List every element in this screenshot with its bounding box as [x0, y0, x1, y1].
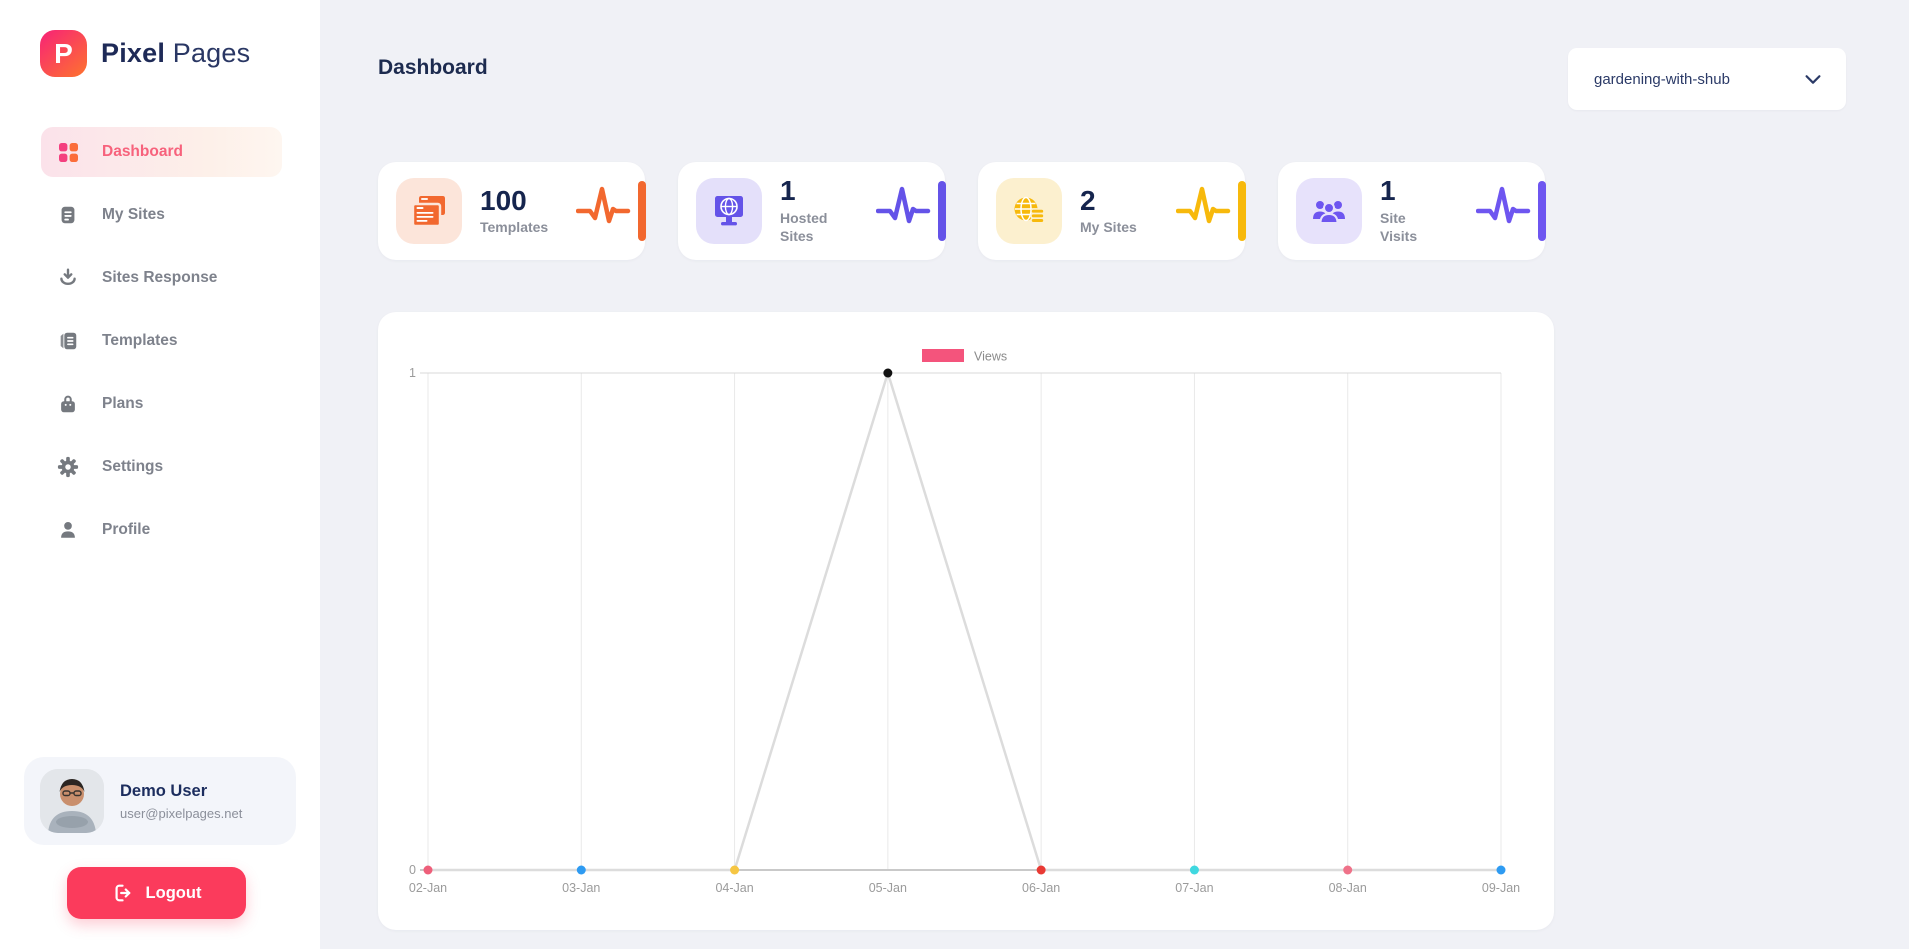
sidebar-item-settings[interactable]: Settings — [41, 442, 282, 492]
user-info: Demo User user@pixelpages.net — [120, 782, 242, 821]
stat-card-site-visits: 1 Site Visits — [1278, 162, 1546, 260]
stat-text: 2 My Sites — [1080, 184, 1144, 237]
user-profile-card[interactable]: Demo User user@pixelpages.net — [24, 757, 296, 845]
brand-name-bold: Pixel — [101, 38, 166, 68]
pulse-line-icon — [1476, 181, 1546, 241]
stat-text: 1 Site Visits — [1380, 176, 1444, 245]
stat-card-hosted-sites: 1 Hosted Sites — [678, 162, 946, 260]
grid-icon — [56, 140, 80, 164]
sidebar-item-label: My Sites — [102, 206, 165, 223]
browser-windows-icon — [396, 178, 462, 244]
brand-name-light: Pages — [172, 38, 251, 68]
bag-icon — [56, 392, 80, 416]
svg-text:0: 0 — [409, 863, 416, 877]
brand-logo: P Pixel Pages — [0, 0, 320, 77]
stat-text: 1 Hosted Sites — [780, 176, 844, 245]
site-selector-dropdown[interactable]: gardening-with-shub — [1568, 48, 1846, 110]
chart-legend[interactable]: Views — [922, 349, 1007, 364]
svg-text:02-Jan: 02-Jan — [409, 881, 447, 895]
sidebar-item-label: Dashboard — [102, 143, 183, 160]
brand-name: Pixel Pages — [101, 38, 250, 69]
logout-label: Logout — [145, 883, 202, 902]
globe-coins-icon — [996, 178, 1062, 244]
main-content: Dashboard gardening-with-shub — [320, 0, 1909, 949]
gear-icon — [56, 455, 80, 479]
sidebar-nav: Dashboard My Sites Sites — [41, 127, 282, 555]
page-title: Dashboard — [378, 56, 488, 79]
brand-logo-icon: P — [40, 30, 87, 77]
sidebar-item-sites-response[interactable]: Sites Response — [41, 253, 282, 303]
stat-label: Templates — [480, 219, 549, 236]
stat-value: 100 — [480, 184, 527, 216]
site-selector-value: gardening-with-shub — [1594, 70, 1730, 88]
person-icon — [56, 518, 80, 542]
document-icon — [56, 203, 80, 227]
sidebar: P Pixel Pages Dashboard — [0, 0, 320, 949]
svg-text:04-Jan: 04-Jan — [715, 881, 753, 895]
sidebar-item-profile[interactable]: Profile — [41, 505, 282, 555]
svg-text:08-Jan: 08-Jan — [1329, 881, 1367, 895]
sidebar-item-label: Sites Response — [102, 269, 218, 286]
user-name: Demo User — [120, 781, 208, 800]
user-email: user@pixelpages.net — [120, 805, 243, 821]
sidebar-item-dashboard[interactable]: Dashboard — [41, 127, 282, 177]
download-icon — [56, 266, 80, 290]
stat-card-templates: 100 Templates — [378, 162, 646, 260]
stat-value: 2 — [1080, 184, 1096, 216]
svg-text:05-Jan: 05-Jan — [869, 881, 907, 895]
svg-text:09-Jan: 09-Jan — [1482, 881, 1520, 895]
pulse-line-icon — [576, 181, 646, 241]
views-chart-svg: 0 1 02-Jan 03-Jan 04-Jan 05-Jan 06-Jan 07-Jan 08… — [409, 349, 1520, 895]
svg-text:1: 1 — [409, 366, 416, 380]
pulse-line-icon — [876, 181, 946, 241]
stat-label: My Sites — [1080, 219, 1137, 236]
svg-text:Views: Views — [974, 350, 1007, 364]
chevron-down-icon — [1802, 68, 1824, 90]
stat-label: Site Visits — [1380, 210, 1418, 245]
sidebar-item-label: Plans — [102, 395, 144, 412]
sidebar-item-label: Profile — [102, 521, 151, 538]
user-avatar — [40, 769, 104, 833]
sidebar-item-my-sites[interactable]: My Sites — [41, 190, 282, 240]
sidebar-item-label: Templates — [102, 332, 178, 349]
hosted-globe-icon — [696, 178, 762, 244]
svg-text:07-Jan: 07-Jan — [1175, 881, 1213, 895]
views-chart-card: 0 1 02-Jan 03-Jan 04-Jan 05-Jan 06-Jan 07-Jan 08… — [378, 312, 1554, 930]
users-group-icon — [1296, 178, 1362, 244]
templates-icon — [56, 329, 80, 353]
sidebar-item-label: Settings — [102, 458, 164, 475]
svg-text:03-Jan: 03-Jan — [562, 881, 600, 895]
stat-value: 1 — [780, 175, 796, 207]
stat-card-my-sites: 2 My Sites — [978, 162, 1246, 260]
stat-cards-row: 100 Templates 1 Hoste — [378, 162, 1546, 260]
svg-text:06-Jan: 06-Jan — [1022, 881, 1060, 895]
pulse-line-icon — [1176, 181, 1246, 241]
sidebar-item-templates[interactable]: Templates — [41, 316, 282, 366]
sidebar-item-plans[interactable]: Plans — [41, 379, 282, 429]
stat-text: 100 Templates — [480, 184, 549, 237]
logout-icon — [112, 882, 134, 904]
stat-value: 1 — [1380, 175, 1396, 207]
stat-label: Hosted Sites — [780, 210, 828, 245]
logout-button[interactable]: Logout — [67, 867, 246, 919]
